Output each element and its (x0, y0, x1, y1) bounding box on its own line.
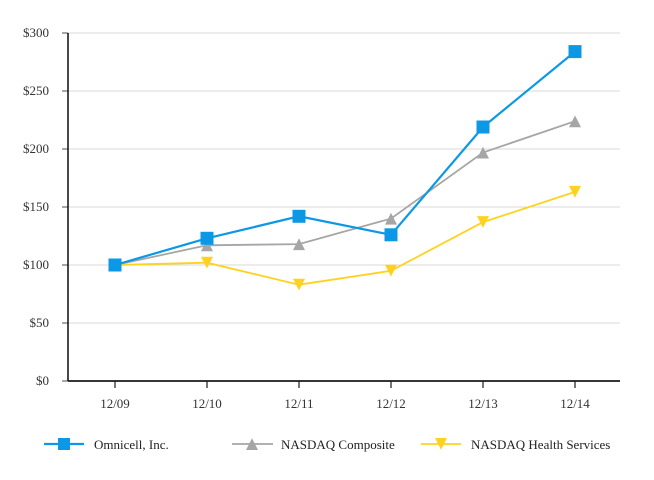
svg-text:$150: $150 (23, 199, 49, 214)
svg-text:NASDAQ Health Services: NASDAQ Health Services (471, 437, 610, 452)
svg-text:12/12: 12/12 (376, 396, 406, 411)
svg-text:$50: $50 (30, 315, 50, 330)
svg-text:$300: $300 (23, 25, 49, 40)
svg-text:12/13: 12/13 (468, 396, 498, 411)
svg-text:$200: $200 (23, 141, 49, 156)
svg-text:12/14: 12/14 (560, 396, 590, 411)
svg-text:$0: $0 (36, 373, 49, 388)
svg-text:$250: $250 (23, 83, 49, 98)
svg-text:12/10: 12/10 (192, 396, 222, 411)
svg-text:12/11: 12/11 (284, 396, 313, 411)
svg-text:$100: $100 (23, 257, 49, 272)
svg-text:12/09: 12/09 (100, 396, 130, 411)
svg-text:Omnicell, Inc.: Omnicell, Inc. (94, 437, 169, 452)
svg-text:NASDAQ Composite: NASDAQ Composite (281, 437, 395, 452)
